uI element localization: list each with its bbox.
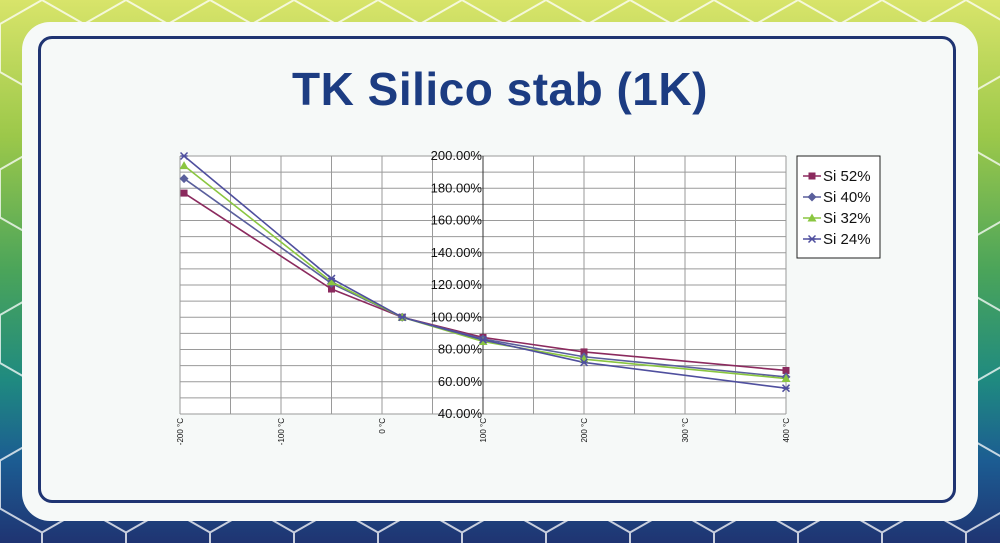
y-tick-label: 40.00% [438, 406, 483, 421]
data-point [180, 151, 189, 161]
content-frame [38, 36, 956, 503]
y-tick-label: 120.00% [431, 277, 483, 292]
y-tick-label: 140.00% [431, 245, 483, 260]
legend-label: Si 32% [823, 210, 871, 227]
y-tick-label: 180.00% [431, 180, 483, 195]
series-line [183, 155, 787, 389]
legend-label: Si 52% [823, 168, 871, 185]
y-tick-label: 80.00% [438, 342, 483, 357]
x-axis: -200 °C -100 °C 0 °C 100 °C 200 °C 300 °C 400 … [176, 418, 791, 445]
series-lines [183, 155, 787, 389]
legend-label: Si 24% [823, 231, 871, 248]
y-tick-label: 100.00% [431, 309, 483, 324]
data-point [781, 374, 791, 383]
data-point [807, 234, 817, 244]
y-axis: 40.00% 60.00% 80.00% 100.00% 120.00% 140.00% 1… [431, 148, 484, 421]
x-tick-label: -200 °C [176, 418, 185, 445]
legend: Si 52% Si 40% Si 32% Si 24% [796, 155, 881, 259]
data-point [782, 366, 790, 374]
data-point [179, 174, 189, 184]
y-tick-label: 60.00% [438, 374, 483, 389]
x-tick-label: 100 °C [479, 418, 488, 443]
series-markers [179, 151, 791, 393]
x-tick-label: 0 °C [378, 418, 387, 434]
data-point [807, 192, 817, 202]
x-tick-label: -100 °C [277, 418, 286, 445]
data-point [328, 285, 335, 293]
page-title: TK Silico stab (1K) [292, 63, 708, 115]
data-point [579, 358, 589, 367]
y-tick-label: 160.00% [431, 213, 483, 228]
data-point [807, 213, 817, 222]
data-point [398, 313, 407, 322]
x-tick-label: 200 °C [580, 418, 589, 443]
x-tick-label: 400 °C [782, 418, 791, 443]
legend-label: Si 40% [823, 189, 871, 206]
data-point [327, 277, 336, 286]
data-point [327, 274, 336, 283]
data-point [808, 172, 816, 180]
x-tick-label: 300 °C [681, 418, 690, 443]
data-point [478, 335, 488, 344]
data-point [781, 384, 791, 393]
y-tick-label: 200.00% [431, 148, 483, 163]
data-point [180, 189, 188, 197]
data-point [580, 348, 588, 356]
data-point [179, 161, 189, 170]
